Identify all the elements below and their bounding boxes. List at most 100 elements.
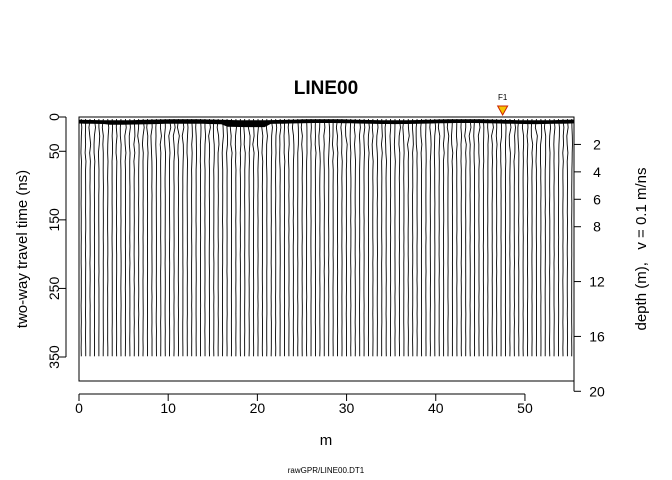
x-tick-label: 30: [339, 400, 355, 416]
trace: [549, 118, 552, 357]
depth-tick-label: 6: [593, 191, 601, 207]
fiducial-triangle-icon: [496, 105, 509, 117]
source-file-label: rawGPR/LINE00.DT1: [288, 466, 365, 475]
trace: [442, 118, 445, 357]
trace: [349, 118, 352, 357]
y-axis-label: two-way travel time (ns): [14, 170, 31, 328]
trace: [265, 118, 268, 357]
trace: [119, 118, 122, 357]
trace: [345, 118, 348, 357]
trace: [473, 118, 476, 357]
trace: [508, 118, 512, 357]
trace: [332, 118, 334, 357]
trace: [318, 118, 321, 357]
trace: [534, 118, 538, 357]
y-axis-right-label: depth (m), v = 0.1 m/ns: [633, 168, 650, 331]
trace: [477, 118, 481, 357]
trace: [376, 118, 379, 357]
trace: [553, 118, 556, 357]
trace: [398, 118, 401, 357]
trace: [275, 118, 278, 357]
trace: [557, 118, 560, 357]
trace: [279, 118, 282, 357]
trace: [164, 118, 166, 357]
trace: [521, 118, 525, 357]
trace: [446, 118, 450, 357]
trace: [291, 118, 295, 357]
trace: [208, 118, 211, 357]
trace: [451, 118, 454, 357]
trace: [402, 118, 405, 357]
trace: [84, 118, 87, 357]
x-tick-label: 0: [75, 400, 83, 416]
trace: [243, 118, 246, 357]
trace: [216, 118, 220, 357]
trace: [571, 118, 573, 357]
trace: [566, 118, 569, 357]
trace: [88, 118, 92, 357]
y-axis-depth: 2 4 6 8 12 16 20: [573, 136, 605, 399]
trace: [328, 118, 331, 357]
trace: [393, 118, 396, 357]
trace: [530, 118, 534, 357]
depth-tick-label: 2: [593, 136, 601, 152]
trace: [93, 118, 96, 357]
trace: [513, 118, 516, 357]
trace: [137, 118, 140, 357]
trace: [540, 118, 543, 357]
trace: [270, 118, 273, 357]
trace: [495, 118, 498, 357]
trace: [420, 118, 423, 357]
y-tick-label: 50: [46, 143, 62, 159]
trace: [107, 118, 110, 357]
trace: [257, 118, 259, 357]
plot-frame: [78, 116, 575, 382]
trace: [101, 118, 104, 357]
trace: [306, 118, 308, 357]
trace: [159, 118, 162, 357]
trace: [133, 118, 136, 357]
trace: [221, 118, 224, 357]
trace: [141, 118, 145, 357]
trace: [433, 118, 437, 357]
trace: [111, 118, 114, 357]
trace: [195, 118, 197, 357]
trace: [371, 118, 374, 357]
trace: [297, 118, 299, 357]
y-tick-label: 150: [46, 208, 62, 232]
trace: [415, 118, 418, 357]
trace: [226, 118, 228, 357]
trace: [97, 118, 101, 357]
trace: [252, 118, 255, 357]
trace: [191, 118, 193, 357]
trace: [353, 118, 356, 357]
trace: [425, 118, 427, 357]
trace: [367, 118, 370, 357]
surface-reflection-band: [79, 119, 574, 128]
depth-tick-label: 20: [589, 383, 605, 399]
trace: [411, 118, 414, 357]
x-axis: 0 10 20 30 40 50: [75, 393, 533, 416]
trace: [186, 118, 189, 357]
trace: [437, 118, 441, 357]
y-tick-label: 250: [46, 277, 62, 301]
trace: [204, 119, 207, 357]
x-tick-label: 40: [428, 400, 444, 416]
trace: [460, 118, 463, 357]
trace: [340, 118, 343, 357]
trace: [172, 118, 176, 357]
trace: [168, 118, 172, 357]
trace: [283, 119, 286, 357]
trace: [177, 118, 180, 357]
trace: [181, 118, 185, 357]
trace: [504, 118, 507, 357]
trace: [407, 118, 410, 357]
trace: [212, 118, 215, 357]
trace: [363, 118, 366, 357]
trace: [335, 118, 339, 357]
fiducial-marker: F1: [496, 93, 509, 117]
trace: [150, 118, 153, 357]
trace: [80, 118, 83, 357]
trace: [155, 118, 157, 357]
depth-tick-label: 12: [589, 274, 605, 290]
